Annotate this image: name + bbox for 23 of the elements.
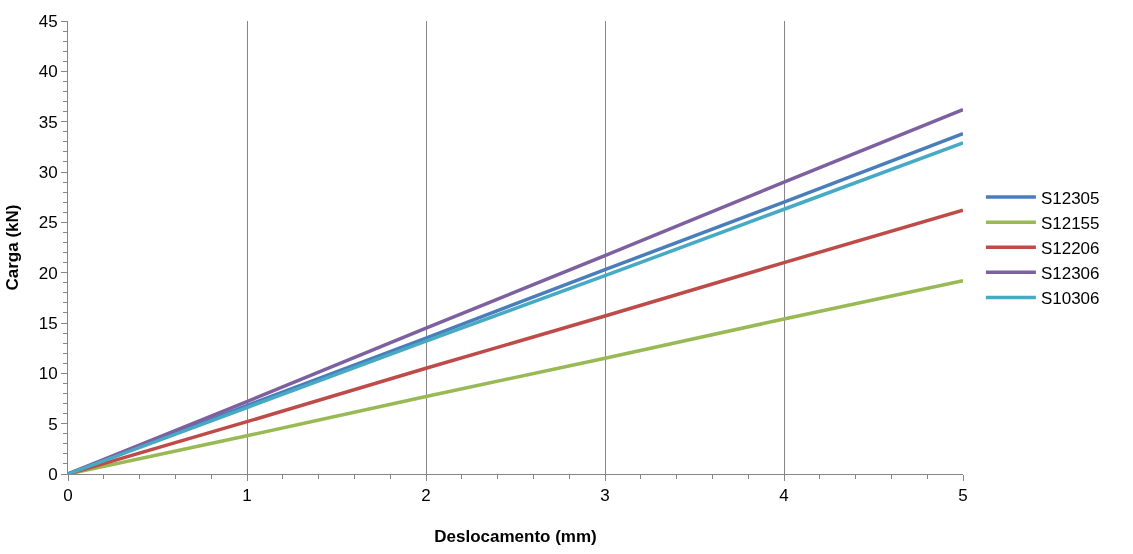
y-tick-label: 40 [38,62,58,82]
y-tick-label: 5 [48,414,58,434]
x-tick-label: 4 [779,486,789,506]
x-tick-label: 0 [63,486,73,506]
x-tick-label: 1 [242,486,252,506]
legend-label: S12305 [1040,188,1100,208]
x-tick-label: 2 [421,486,431,506]
x-tick-label: 3 [600,486,610,506]
y-tick-label: 30 [38,162,58,182]
y-axis-title: Carga (kN) [3,204,23,291]
y-tick-label: 35 [38,112,58,132]
legend-label: S10306 [1040,289,1100,309]
x-axis-title: Deslocamento (mm) [434,526,597,546]
y-tick-label: 20 [38,263,58,283]
legend-label: S12155 [1040,213,1100,233]
x-tick-label: 5 [958,486,968,506]
y-tick-label: 0 [48,464,58,484]
y-tick-label: 15 [38,313,58,333]
y-tick-label: 45 [38,11,58,31]
legend-label: S12306 [1040,263,1100,283]
legend-label: S12206 [1040,238,1100,258]
y-tick-label: 10 [38,364,58,384]
y-tick-label: 25 [38,213,58,233]
